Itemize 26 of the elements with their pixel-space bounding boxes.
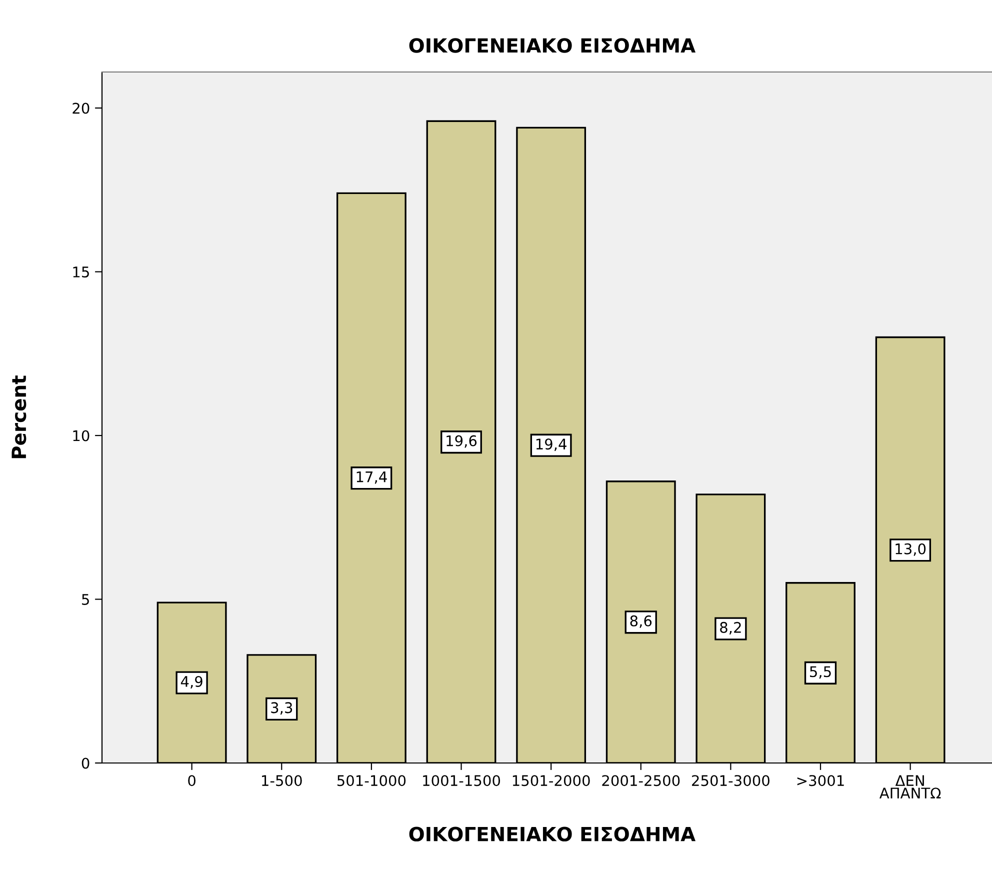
data-label: 5,5 [810, 666, 831, 679]
x-tick-label: 501-1000 [337, 775, 406, 786]
x-tick-label: 2501-3000 [692, 775, 770, 786]
y-tick-label: 5 [82, 594, 89, 606]
data-label: 3,3 [271, 702, 292, 715]
x-axis-title: ΟΙΚΟΓΕΝΕΙΑΚΟ ΕΙΣΟΔΗΜΑ [409, 826, 696, 842]
data-label: 8,6 [630, 615, 652, 628]
y-tick-label: 15 [73, 266, 89, 278]
data-label: 17,4 [356, 471, 387, 484]
data-label: 19,6 [446, 435, 477, 448]
y-tick-label: 20 [72, 102, 90, 114]
y-axis-title: Percent [12, 376, 26, 458]
chart-title: ΟΙΚΟΓΕΝΕΙΑΚΟ ΕΙΣΟΔΗΜΑ [409, 38, 696, 53]
x-tick-label: 2001-2500 [602, 775, 680, 786]
y-tick-label: 0 [82, 758, 90, 769]
y-tick-label: 10 [73, 430, 90, 442]
data-label: 19,4 [536, 438, 566, 452]
x-tick-label: 0 [188, 775, 196, 786]
data-label: 13,0 [896, 543, 926, 556]
x-tick-label: >3001 [797, 775, 844, 786]
x-tick-label: 1001-1500 [423, 775, 500, 786]
data-label: 4,9 [180, 676, 202, 688]
x-tick-label: 1501-2000 [512, 775, 590, 786]
data-label: 8,2 [720, 622, 741, 634]
x-tick-label: 1-500 [262, 775, 302, 786]
x-tick-label: ΔΕΝ ΑΠΑΝΤΩ [879, 775, 941, 798]
